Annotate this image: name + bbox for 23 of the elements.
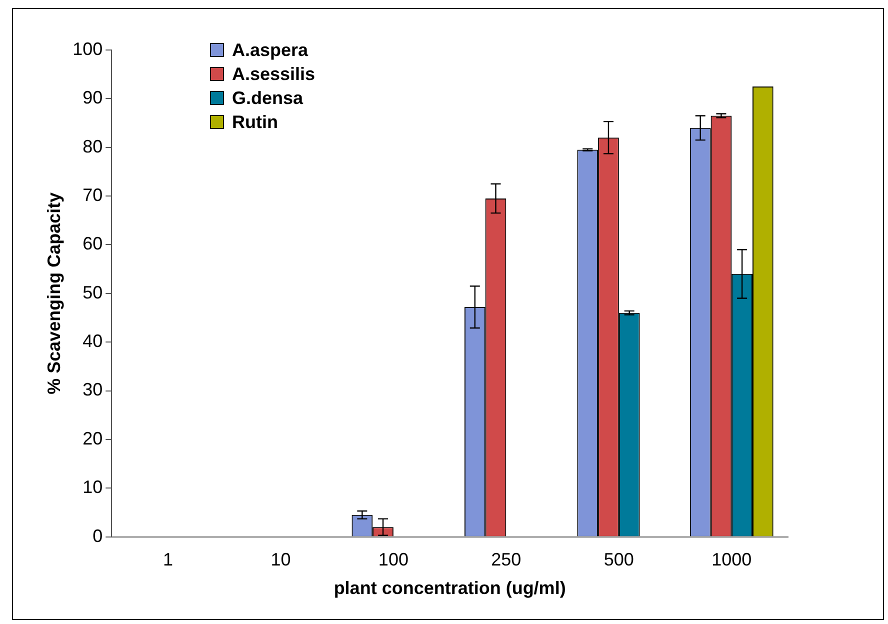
y-tick-label: 20 — [82, 428, 103, 448]
x-tick-label: 100 — [378, 550, 408, 570]
x-tick-label: 500 — [604, 550, 634, 570]
x-tick-label: 250 — [491, 550, 522, 570]
y-tick-label: 80 — [82, 136, 103, 156]
legend-label: A.aspera — [232, 40, 308, 60]
x-tick-label: 1000 — [712, 550, 752, 570]
legend-label: A.sessilis — [232, 64, 316, 84]
y-tick-label: 100 — [72, 38, 103, 59]
legend-label: Rutin — [232, 112, 278, 132]
y-tick-label: 90 — [82, 88, 103, 108]
y-tick-label: 0 — [92, 526, 103, 546]
y-tick-label: 30 — [82, 380, 103, 400]
y-tick-label: 10 — [82, 477, 103, 498]
y-tick-label: 50 — [82, 282, 103, 302]
y-axis-title: % Scavenging Capacity — [44, 192, 64, 394]
y-tick-label: 40 — [82, 331, 103, 352]
legend-label: G.densa — [232, 88, 304, 108]
y-tick-label: 60 — [82, 234, 103, 254]
x-axis-title: plant concentration (ug/ml) — [334, 578, 566, 598]
x-tick-label: 1 — [162, 550, 174, 570]
x-tick-label: 10 — [270, 550, 291, 570]
y-tick-label: 70 — [82, 185, 103, 206]
